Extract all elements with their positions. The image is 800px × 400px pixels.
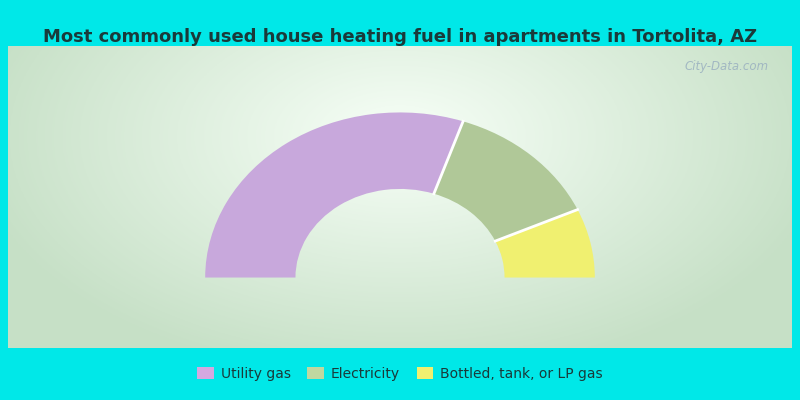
Wedge shape <box>495 210 595 278</box>
Wedge shape <box>434 121 578 241</box>
Text: City-Data.com: City-Data.com <box>684 60 768 73</box>
Legend: Utility gas, Electricity, Bottled, tank, or LP gas: Utility gas, Electricity, Bottled, tank,… <box>191 362 609 386</box>
Wedge shape <box>205 112 463 278</box>
Text: Most commonly used house heating fuel in apartments in Tortolita, AZ: Most commonly used house heating fuel in… <box>43 28 757 46</box>
